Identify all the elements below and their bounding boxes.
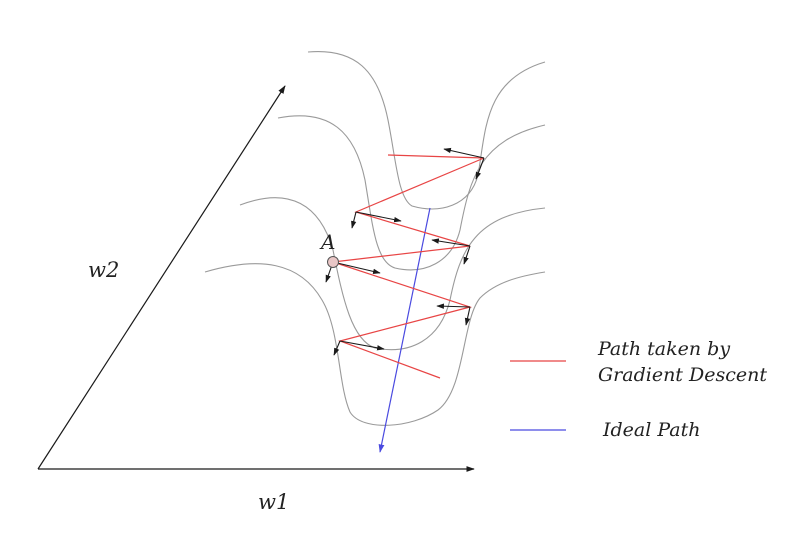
gradient-arrow xyxy=(464,306,471,326)
point-a-marker xyxy=(327,256,339,268)
axes xyxy=(37,85,475,472)
gradient-arrow xyxy=(333,340,341,356)
w1-axis-label: w1 xyxy=(258,490,290,514)
w2-axis-label: w2 xyxy=(88,258,120,282)
legend-ideal-label: Ideal Path xyxy=(603,419,701,441)
gradient-descent-path xyxy=(332,154,485,379)
contour-curve-2 xyxy=(277,115,546,271)
legend-gradient-label-line1: Path taken by xyxy=(598,338,731,360)
gradient-arrow xyxy=(475,157,485,180)
contour-curves xyxy=(204,50,546,426)
gradient-arrow xyxy=(436,303,471,309)
contour-curve-1 xyxy=(307,50,546,210)
contour-curve-3 xyxy=(239,197,546,351)
gradient-arrow xyxy=(443,147,485,159)
gradient-arrow xyxy=(339,340,385,351)
gradient-arrows xyxy=(325,147,485,356)
legend-gradient-label-line2: Gradient Descent xyxy=(598,364,767,386)
w2-axis xyxy=(37,85,286,470)
contour-curve-4 xyxy=(204,263,546,426)
gradient-arrow xyxy=(355,211,402,223)
gradient-arrow xyxy=(463,245,471,265)
gradient-arrow xyxy=(332,261,381,275)
ideal-path xyxy=(378,207,431,453)
point-a-label: A xyxy=(321,230,336,254)
gradient-arrow xyxy=(431,238,471,247)
gradient-arrow xyxy=(351,211,357,229)
